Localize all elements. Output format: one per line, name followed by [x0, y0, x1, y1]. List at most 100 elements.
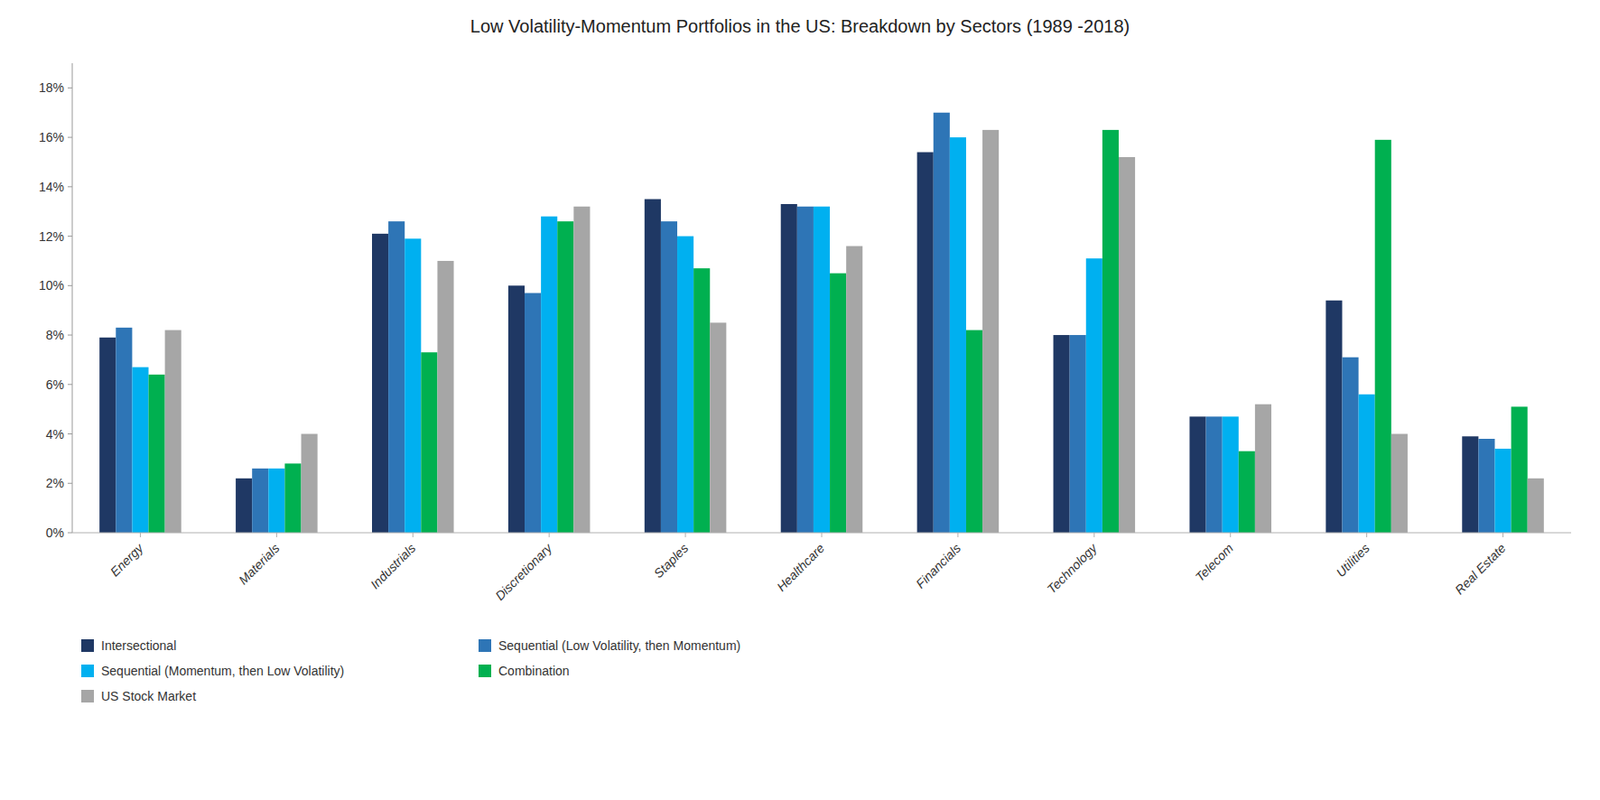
bar — [917, 152, 934, 533]
y-tick — [67, 532, 73, 534]
bar — [1325, 300, 1342, 533]
bar — [165, 330, 182, 533]
bar — [372, 233, 389, 533]
bar — [846, 246, 863, 533]
bar — [148, 374, 166, 533]
bar — [437, 260, 454, 533]
x-tick-label: Healthcare — [773, 540, 828, 595]
bar — [1102, 130, 1119, 533]
y-tick — [67, 285, 73, 287]
bar — [524, 293, 541, 533]
x-tick — [139, 532, 141, 538]
bars — [99, 112, 1545, 533]
bar — [1189, 416, 1206, 533]
x-tick — [1229, 532, 1231, 538]
legend-label: Combination — [498, 663, 570, 679]
bar — [251, 468, 269, 533]
bar — [660, 221, 678, 533]
y-tick — [67, 87, 73, 89]
bar — [1511, 406, 1528, 533]
y-tick-label: 16% — [38, 130, 65, 145]
x-tick — [1093, 532, 1095, 538]
x-tick — [685, 532, 687, 538]
y-tick — [67, 137, 73, 139]
bar — [1053, 334, 1070, 533]
x-tick — [1502, 532, 1504, 538]
x-tick-label: Energy — [107, 539, 147, 579]
bar — [235, 478, 252, 533]
x-tick-label: Telecom — [1191, 540, 1237, 586]
bar — [949, 137, 967, 533]
bar — [301, 434, 318, 533]
bar — [1391, 434, 1408, 533]
y-tick-label: 18% — [38, 80, 65, 95]
x-tick — [412, 532, 414, 538]
legend-swatch — [81, 639, 94, 652]
bar — [644, 199, 661, 533]
x-tick — [276, 532, 278, 538]
y-tick — [67, 186, 73, 187]
y-tick-label: 2% — [46, 475, 65, 491]
y-tick — [67, 334, 73, 336]
legend-label: US Stock Market — [101, 688, 196, 704]
x-tick-label: Financials — [912, 540, 964, 592]
bar — [966, 330, 983, 533]
y-tick-label: 0% — [46, 525, 65, 540]
y-tick-label: 14% — [38, 179, 65, 195]
bar — [420, 352, 438, 533]
bar — [284, 463, 301, 533]
bar — [1358, 394, 1376, 533]
bar — [573, 206, 590, 533]
y-tick-label: 4% — [46, 427, 65, 442]
bar — [540, 216, 558, 533]
bar — [797, 206, 814, 533]
bar — [1461, 436, 1479, 533]
legend-swatch — [478, 639, 492, 652]
y-axis-line — [72, 63, 74, 533]
bar — [268, 468, 285, 533]
x-tick-label: Technology — [1043, 539, 1100, 596]
bar — [1069, 334, 1087, 533]
bar — [709, 322, 726, 533]
bar — [1118, 157, 1135, 533]
bar — [1255, 404, 1272, 533]
x-tick — [1366, 532, 1368, 538]
y-tick — [67, 483, 73, 484]
x-tick-label: Discretionary — [492, 539, 556, 604]
bar — [1238, 451, 1256, 533]
bar — [1527, 478, 1545, 533]
y-tick-label: 12% — [38, 229, 65, 244]
bar — [99, 337, 116, 533]
legend-swatch — [478, 664, 492, 678]
bar — [1206, 416, 1223, 533]
legend-label: Sequential (Momentum, then Low Volatilit… — [101, 663, 345, 679]
y-tick — [67, 235, 73, 237]
bar — [677, 236, 694, 533]
bar — [1086, 258, 1103, 533]
bar — [813, 206, 830, 533]
bar — [829, 273, 847, 533]
x-tick-label: Industrials — [367, 540, 419, 592]
x-tick-label: Real Estate — [1451, 540, 1509, 598]
x-tick — [821, 532, 823, 538]
bar — [1375, 139, 1392, 533]
chart: Low Volatility-Momentum Portfolios in th… — [0, 0, 1600, 800]
legend-label: Intersectional — [101, 638, 177, 653]
y-tick-label: 8% — [46, 327, 65, 343]
y-tick-label: 6% — [46, 377, 65, 392]
title: Low Volatility-Momentum Portfolios in th… — [470, 16, 1130, 37]
legend-swatch — [81, 664, 94, 678]
bar — [982, 130, 999, 533]
bar — [1222, 416, 1239, 533]
bar — [781, 204, 798, 533]
bar — [1341, 357, 1359, 533]
x-tick — [957, 532, 959, 538]
bar — [693, 268, 710, 533]
bar — [115, 327, 132, 533]
legend: IntersectionalSequential (Low Volatility… — [81, 638, 741, 704]
bar — [1478, 438, 1495, 533]
legend-swatch — [81, 689, 94, 703]
bar — [131, 367, 149, 533]
x-tick-label: Utilities — [1333, 540, 1373, 580]
x-tick-label: Materials — [235, 540, 282, 587]
